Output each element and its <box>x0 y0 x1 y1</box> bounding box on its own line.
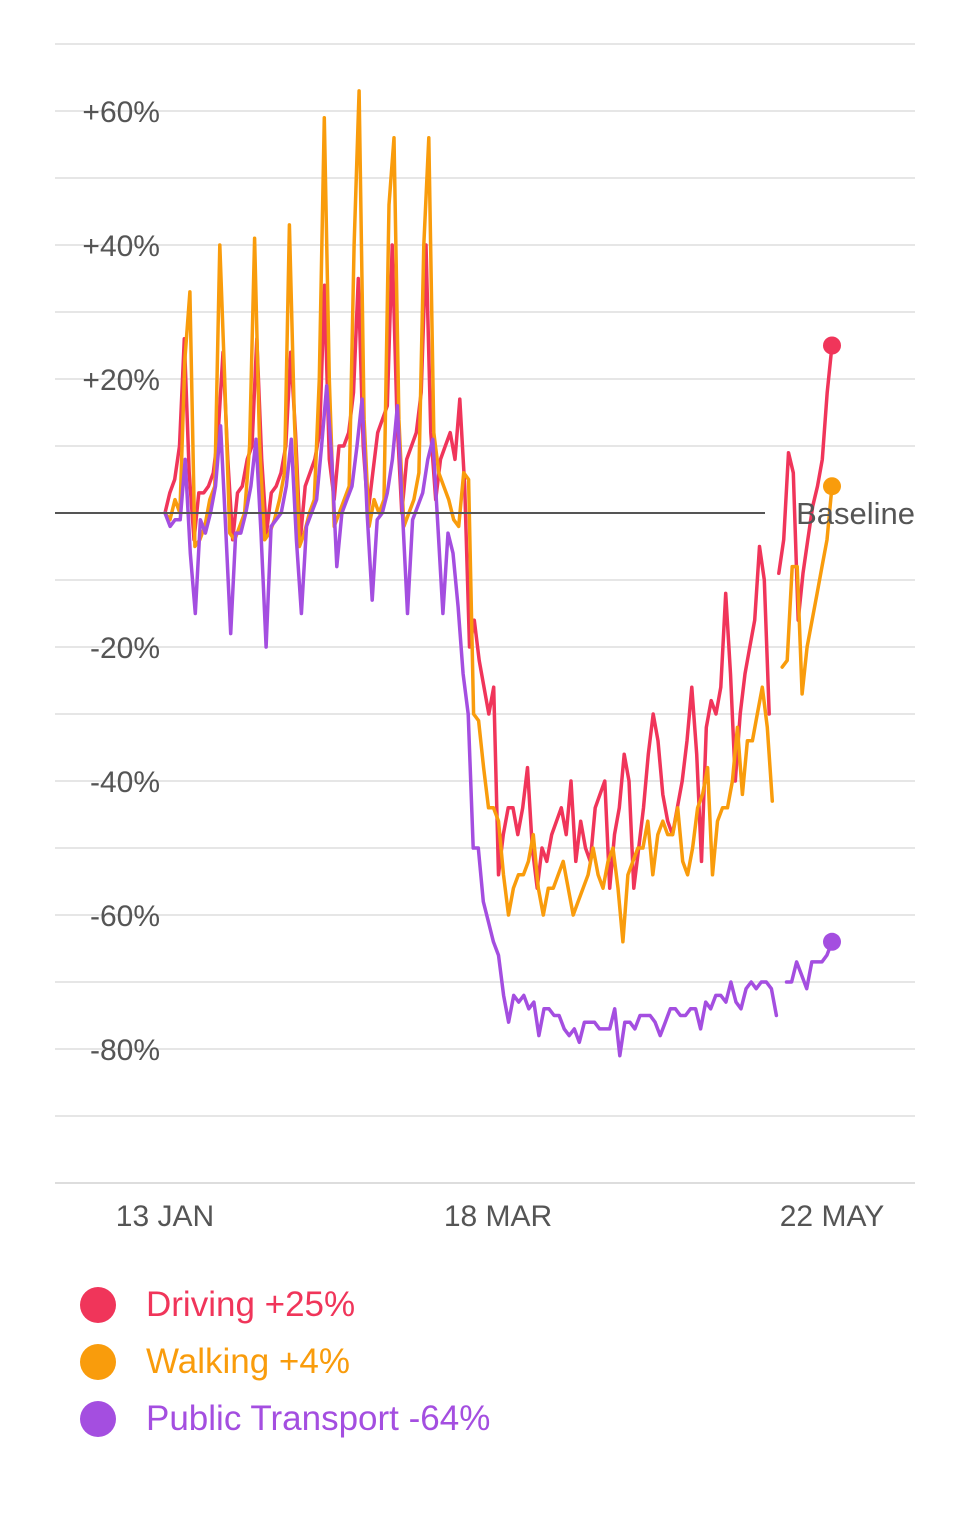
grid-lines <box>55 43 915 1184</box>
public-transport-dot-icon <box>80 1400 116 1437</box>
y-axis-ticks: +60% +40% +20% -20% -40% -60% -80% <box>82 96 160 1067</box>
y-tick-label: -60% <box>90 900 160 933</box>
walking-dot-icon <box>80 1343 116 1380</box>
driving-dot-icon <box>80 1286 116 1323</box>
end-point-public-transport <box>823 932 841 951</box>
y-tick-label: +20% <box>82 364 160 397</box>
legend-label-driving: Driving +25% <box>146 1284 356 1324</box>
baseline-label: Baseline <box>796 496 915 531</box>
legend-item-walking[interactable]: Walking +4% <box>80 1333 490 1390</box>
x-tick-label: 22 MAY <box>780 1200 885 1233</box>
series-lines <box>163 89 841 1058</box>
y-tick-label: -20% <box>90 632 160 665</box>
y-tick-label: -80% <box>90 1034 160 1067</box>
y-tick-label: -40% <box>90 766 160 799</box>
x-tick-label: 18 MAR <box>444 1200 552 1233</box>
legend: Driving +25% Walking +4% Public Transpor… <box>80 1276 490 1447</box>
y-tick-label: +40% <box>82 230 160 263</box>
end-point-walking <box>823 477 841 496</box>
legend-item-public-transport[interactable]: Public Transport -64% <box>80 1390 490 1447</box>
legend-item-driving[interactable]: Driving +25% <box>80 1276 490 1333</box>
x-tick-label: 13 JAN <box>116 1200 214 1233</box>
mobility-chart: +60% +40% +20% -20% -40% -60% -80% 13 JAN 18 MA… <box>55 43 915 1233</box>
legend-label-walking: Walking +4% <box>146 1341 350 1381</box>
legend-label-public-transport: Public Transport -64% <box>146 1398 491 1438</box>
series-line-public-transport <box>163 383 834 1058</box>
baseline: Baseline <box>55 496 915 531</box>
series-line-walking <box>163 89 834 944</box>
y-tick-label: +60% <box>82 96 160 129</box>
series-line-driving <box>163 243 834 890</box>
x-axis-ticks: 13 JAN 18 MAR 22 MAY <box>116 1200 884 1233</box>
end-point-driving <box>823 336 841 355</box>
